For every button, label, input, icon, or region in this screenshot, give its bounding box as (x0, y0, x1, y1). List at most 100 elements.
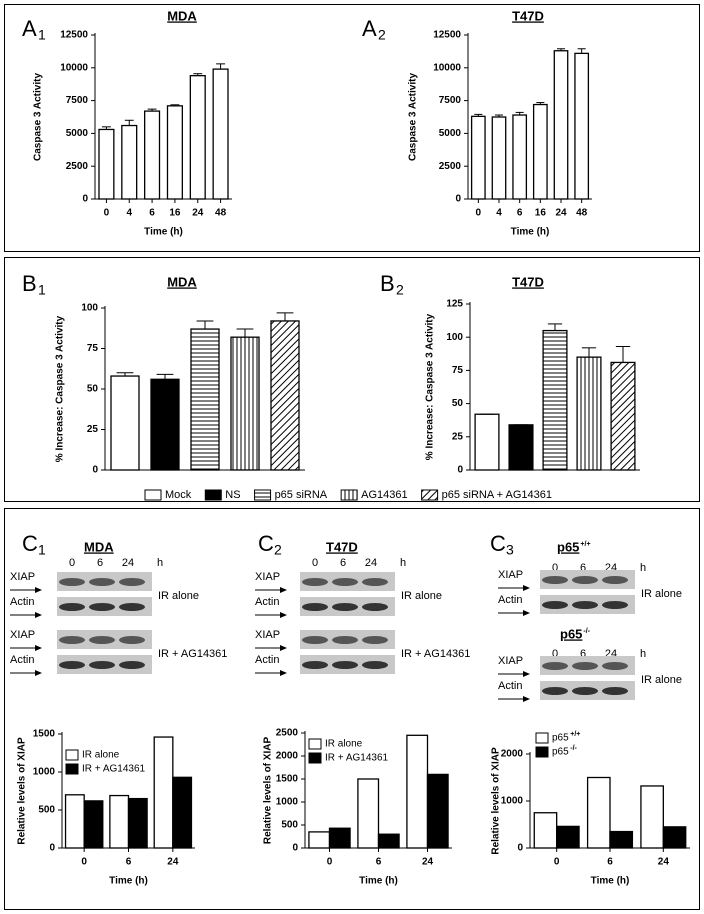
x-tick-label: 4 (126, 208, 132, 219)
band-label: XIAP (255, 629, 280, 641)
legend-swatch (65, 749, 79, 761)
y-tick-label: 500 (38, 805, 55, 816)
treatment-label: IR + AG14361 (401, 648, 470, 660)
panel-label-sub: 1 (38, 27, 46, 43)
bar (508, 424, 534, 471)
y-tick-label: 100 (446, 332, 463, 343)
treatment-label: IR + AG14361 (158, 648, 227, 660)
legend-swatch (535, 746, 549, 758)
blot-band (119, 603, 145, 611)
x-tick-label: 0 (476, 208, 482, 219)
y-axis-label: Relative levels of XIAP (491, 747, 502, 855)
y-axis-label: Caspase 3 Activity (408, 73, 419, 161)
blot-band (572, 576, 598, 584)
legend-swatch (535, 732, 549, 744)
bar (640, 785, 664, 849)
bar (576, 356, 602, 471)
blot-band (59, 578, 85, 586)
band-label: XIAP (10, 571, 35, 583)
blot-band (89, 661, 115, 669)
y-tick-label: 25 (87, 424, 99, 435)
y-tick-label: 2000 (276, 751, 299, 762)
blot-band (362, 661, 388, 669)
arrow-head (523, 696, 530, 702)
lane-label: 0 (69, 557, 75, 569)
chart-title: T47D (326, 539, 358, 554)
y-tick-label: 50 (452, 398, 464, 409)
arrow-head (523, 585, 530, 591)
bar (127, 797, 148, 849)
band-label: Actin (255, 654, 279, 666)
band-label: Actin (255, 596, 279, 608)
blot-band (302, 636, 328, 644)
band-label: Actin (498, 594, 522, 606)
x-tick-label: 6 (126, 857, 132, 868)
x-tick-label: 24 (555, 208, 567, 219)
x-tick-label: 24 (422, 857, 434, 868)
blot-band (59, 636, 85, 644)
y-tick-label: 5000 (66, 128, 89, 139)
y-tick-label: 5000 (439, 128, 462, 139)
y-tick-label: 10000 (60, 62, 88, 73)
legend-swatch (308, 738, 322, 750)
blot-band (602, 662, 628, 670)
panel-label-sub: 2 (274, 542, 282, 558)
y-tick-label: 0 (292, 843, 298, 854)
y-tick-label: 1000 (501, 796, 524, 807)
bar (83, 800, 104, 849)
x-tick-label: 6 (607, 857, 613, 868)
bar (98, 128, 115, 200)
y-axis-label: Caspase 3 Activity (33, 73, 44, 161)
band-label: Actin (10, 654, 34, 666)
chart-title: MDA (84, 539, 114, 554)
x-tick-label: 24 (658, 857, 670, 868)
bar (357, 778, 380, 849)
bar (553, 50, 569, 200)
x-axis-label: Time (h) (359, 876, 398, 887)
bar (121, 124, 138, 200)
bar (150, 378, 180, 471)
panel-label: B (380, 271, 395, 296)
panel-label-sub: 3 (506, 542, 514, 558)
panel-label: A (22, 16, 37, 41)
bar (109, 794, 130, 849)
x-axis-label: Time (h) (591, 876, 630, 887)
band-label: XIAP (10, 629, 35, 641)
arrow-head (35, 612, 42, 618)
y-tick-label: 0 (82, 194, 88, 205)
x-tick-label: 16 (169, 208, 181, 219)
panel-frame (4, 4, 700, 252)
blot-band (332, 603, 358, 611)
bar (189, 75, 206, 200)
x-tick-label: 6 (149, 208, 155, 219)
blot-band (89, 603, 115, 611)
y-tick-label: 2500 (66, 161, 89, 172)
blot-band (542, 601, 568, 609)
y-tick-label: 0 (457, 465, 463, 476)
chart-title: MDA (167, 274, 197, 289)
bar (491, 116, 507, 200)
legend-swatch (421, 489, 439, 501)
panel-label-sub: 1 (38, 542, 46, 558)
blot-title: p65 (560, 626, 582, 641)
legend-swatch (144, 489, 162, 501)
lane-unit: h (640, 562, 646, 574)
blot-band (542, 687, 568, 695)
blot-band (362, 603, 388, 611)
blot-band (89, 578, 115, 586)
panel-frame (4, 508, 700, 910)
treatment-label: IR alone (641, 674, 682, 686)
blot-band (542, 662, 568, 670)
bar (574, 52, 590, 200)
blot-band (602, 576, 628, 584)
x-axis-label: Time (h) (109, 876, 148, 887)
x-tick-label: 24 (167, 857, 179, 868)
band-label: Actin (498, 680, 522, 692)
treatment-label: IR alone (401, 590, 442, 602)
bar (230, 336, 260, 471)
x-tick-label: 16 (535, 208, 547, 219)
blot-band (602, 601, 628, 609)
bar (470, 115, 486, 200)
panel-label: C (22, 531, 38, 556)
x-tick-label: 48 (215, 208, 227, 219)
